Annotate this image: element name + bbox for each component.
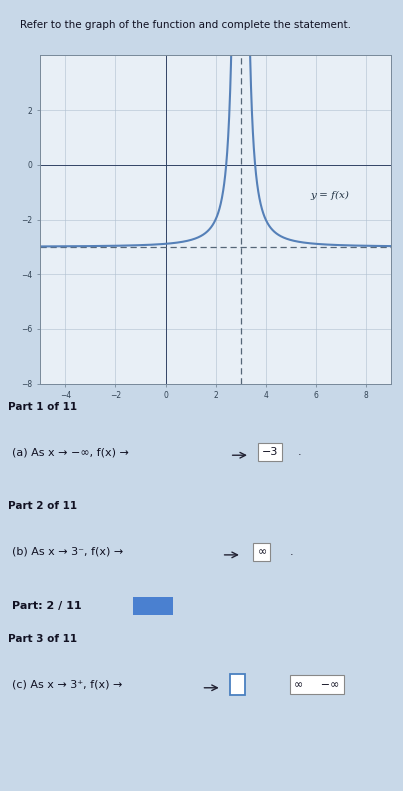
Text: Refer to the graph of the function and complete the statement.: Refer to the graph of the function and c…	[20, 20, 351, 30]
Text: .: .	[290, 547, 294, 557]
Text: Part 3 of 11: Part 3 of 11	[8, 634, 77, 644]
Text: (a) As x → −∞, f(x) →: (a) As x → −∞, f(x) →	[12, 447, 129, 457]
Text: Part 2 of 11: Part 2 of 11	[8, 501, 77, 511]
Text: (c) As x → 3⁺, f(x) →: (c) As x → 3⁺, f(x) →	[12, 679, 123, 690]
Text: −3: −3	[262, 447, 278, 457]
Text: Part: 2 / 11: Part: 2 / 11	[12, 601, 82, 611]
Text: .: .	[298, 447, 302, 457]
Text: y = f(x): y = f(x)	[311, 191, 350, 199]
Text: (b) As x → 3⁻, f(x) →: (b) As x → 3⁻, f(x) →	[12, 547, 123, 557]
Text: ∞     −∞: ∞ −∞	[294, 679, 340, 690]
Text: Part 1 of 11: Part 1 of 11	[8, 402, 77, 411]
FancyBboxPatch shape	[133, 597, 173, 615]
Text: ∞: ∞	[258, 547, 266, 557]
